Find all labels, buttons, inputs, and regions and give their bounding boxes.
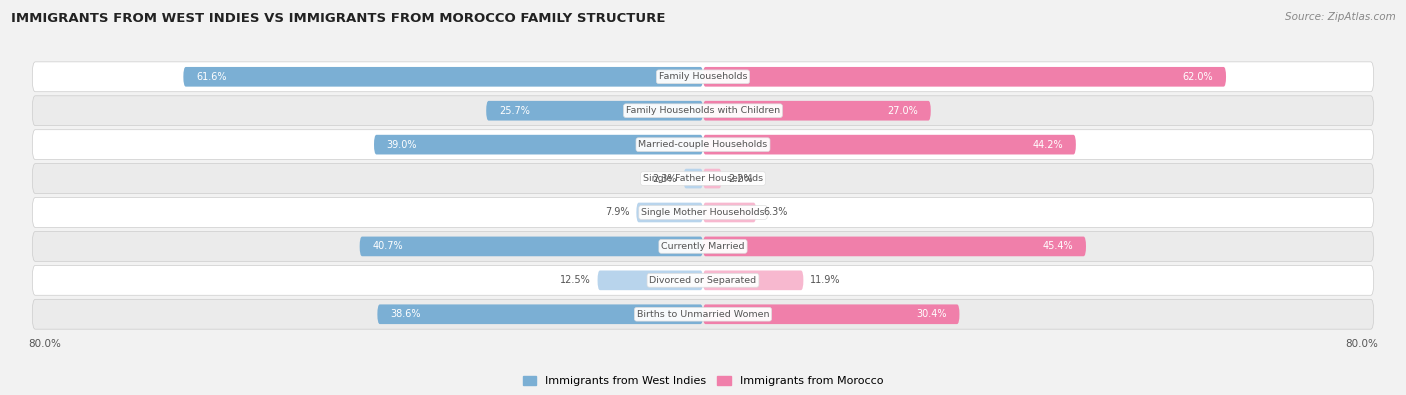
FancyBboxPatch shape [32,62,1374,92]
FancyBboxPatch shape [374,135,703,154]
FancyBboxPatch shape [683,169,703,188]
Text: Single Mother Households: Single Mother Households [641,208,765,217]
Text: Family Households with Children: Family Households with Children [626,106,780,115]
FancyBboxPatch shape [32,299,1374,329]
Text: Births to Unmarried Women: Births to Unmarried Women [637,310,769,319]
Text: Married-couple Households: Married-couple Households [638,140,768,149]
FancyBboxPatch shape [32,164,1374,194]
Text: Currently Married: Currently Married [661,242,745,251]
Text: 2.3%: 2.3% [652,173,676,184]
Text: 40.7%: 40.7% [373,241,404,251]
Text: 38.6%: 38.6% [389,309,420,319]
Text: IMMIGRANTS FROM WEST INDIES VS IMMIGRANTS FROM MOROCCO FAMILY STRUCTURE: IMMIGRANTS FROM WEST INDIES VS IMMIGRANT… [11,12,666,25]
FancyBboxPatch shape [377,305,703,324]
Text: 80.0%: 80.0% [28,339,60,349]
FancyBboxPatch shape [637,203,703,222]
Text: 30.4%: 30.4% [917,309,946,319]
FancyBboxPatch shape [703,169,721,188]
FancyBboxPatch shape [703,305,959,324]
FancyBboxPatch shape [598,271,703,290]
Text: Single Father Households: Single Father Households [643,174,763,183]
FancyBboxPatch shape [360,237,703,256]
Text: 6.3%: 6.3% [763,207,787,218]
Text: 27.0%: 27.0% [887,106,918,116]
FancyBboxPatch shape [32,231,1374,261]
Text: 61.6%: 61.6% [195,72,226,82]
Text: 39.0%: 39.0% [387,140,418,150]
FancyBboxPatch shape [703,237,1085,256]
FancyBboxPatch shape [703,101,931,120]
Text: 62.0%: 62.0% [1182,72,1213,82]
Text: 45.4%: 45.4% [1043,241,1073,251]
Text: Divorced or Separated: Divorced or Separated [650,276,756,285]
Text: 12.5%: 12.5% [560,275,591,285]
FancyBboxPatch shape [183,67,703,87]
FancyBboxPatch shape [32,265,1374,295]
FancyBboxPatch shape [703,203,756,222]
Text: 7.9%: 7.9% [605,207,630,218]
Text: 44.2%: 44.2% [1032,140,1063,150]
Text: Source: ZipAtlas.com: Source: ZipAtlas.com [1285,12,1396,22]
Text: Family Households: Family Households [659,72,747,81]
Text: 2.2%: 2.2% [728,173,754,184]
FancyBboxPatch shape [703,135,1076,154]
FancyBboxPatch shape [32,96,1374,126]
FancyBboxPatch shape [703,67,1226,87]
FancyBboxPatch shape [703,271,803,290]
Text: 25.7%: 25.7% [499,106,530,116]
FancyBboxPatch shape [486,101,703,120]
FancyBboxPatch shape [32,130,1374,160]
FancyBboxPatch shape [32,198,1374,228]
Text: 80.0%: 80.0% [1346,339,1378,349]
Legend: Immigrants from West Indies, Immigrants from Morocco: Immigrants from West Indies, Immigrants … [523,376,883,386]
Text: 11.9%: 11.9% [810,275,841,285]
